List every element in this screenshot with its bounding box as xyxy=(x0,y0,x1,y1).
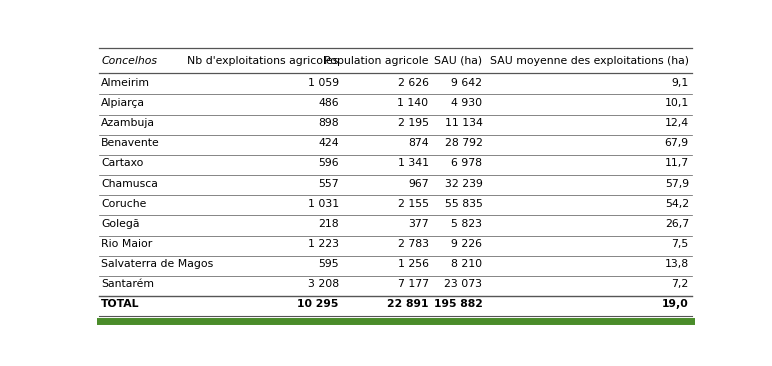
Text: Population agricole: Population agricole xyxy=(324,56,428,66)
Text: 11 134: 11 134 xyxy=(445,118,482,128)
Text: 7,2: 7,2 xyxy=(672,279,689,289)
Text: 1 223: 1 223 xyxy=(308,239,339,249)
Text: 1 256: 1 256 xyxy=(398,259,428,269)
Text: 54,2: 54,2 xyxy=(665,199,689,209)
Text: 218: 218 xyxy=(318,219,339,229)
Text: 595: 595 xyxy=(318,259,339,269)
Text: 9,1: 9,1 xyxy=(672,78,689,88)
Text: 19,0: 19,0 xyxy=(662,299,689,310)
Text: 195 882: 195 882 xyxy=(434,299,482,310)
Text: SAU (ha): SAU (ha) xyxy=(435,56,482,66)
Text: 67,9: 67,9 xyxy=(665,138,689,148)
Text: 23 073: 23 073 xyxy=(445,279,482,289)
Text: 1 341: 1 341 xyxy=(398,158,428,168)
Text: 424: 424 xyxy=(318,138,339,148)
Text: 11,7: 11,7 xyxy=(665,158,689,168)
Text: 22 891: 22 891 xyxy=(387,299,428,310)
Text: Nb d'exploitations agricoles: Nb d'exploitations agricoles xyxy=(188,56,339,66)
Text: Santarém: Santarém xyxy=(101,279,154,289)
Text: 557: 557 xyxy=(318,179,339,188)
Text: 12,4: 12,4 xyxy=(665,118,689,128)
Text: 5 823: 5 823 xyxy=(452,219,482,229)
Text: Azambuja: Azambuja xyxy=(101,118,155,128)
Text: 10 295: 10 295 xyxy=(297,299,339,310)
Text: 1 031: 1 031 xyxy=(308,199,339,209)
Text: Alpiarça: Alpiarça xyxy=(101,98,145,108)
Text: Salvaterra de Magos: Salvaterra de Magos xyxy=(101,259,214,269)
Text: 9 226: 9 226 xyxy=(452,239,482,249)
Text: 1 059: 1 059 xyxy=(308,78,339,88)
Text: 13,8: 13,8 xyxy=(665,259,689,269)
Text: 2 195: 2 195 xyxy=(398,118,428,128)
Text: 10,1: 10,1 xyxy=(665,98,689,108)
Text: TOTAL: TOTAL xyxy=(101,299,140,310)
Text: Golegã: Golegã xyxy=(101,219,140,229)
Text: 596: 596 xyxy=(318,158,339,168)
Text: SAU moyenne des exploitations (ha): SAU moyenne des exploitations (ha) xyxy=(489,56,689,66)
Text: 967: 967 xyxy=(408,179,428,188)
Text: 6 978: 6 978 xyxy=(452,158,482,168)
Text: Benavente: Benavente xyxy=(101,138,160,148)
Text: Coruche: Coruche xyxy=(101,199,147,209)
Text: 874: 874 xyxy=(408,138,428,148)
Text: Rio Maior: Rio Maior xyxy=(101,239,153,249)
Text: 4 930: 4 930 xyxy=(452,98,482,108)
Text: 7 177: 7 177 xyxy=(398,279,428,289)
Text: 2 626: 2 626 xyxy=(398,78,428,88)
Text: Almeirim: Almeirim xyxy=(101,78,151,88)
Text: 32 239: 32 239 xyxy=(445,179,482,188)
Text: 8 210: 8 210 xyxy=(452,259,482,269)
Text: Cartaxo: Cartaxo xyxy=(101,158,144,168)
Text: 3 208: 3 208 xyxy=(308,279,339,289)
Text: 898: 898 xyxy=(318,118,339,128)
Text: 377: 377 xyxy=(408,219,428,229)
Text: 26,7: 26,7 xyxy=(665,219,689,229)
Text: 55 835: 55 835 xyxy=(445,199,482,209)
Text: 9 642: 9 642 xyxy=(452,78,482,88)
Text: 57,9: 57,9 xyxy=(665,179,689,188)
Text: Chamusca: Chamusca xyxy=(101,179,158,188)
Text: 2 783: 2 783 xyxy=(398,239,428,249)
Text: 486: 486 xyxy=(318,98,339,108)
Text: 28 792: 28 792 xyxy=(445,138,482,148)
Text: 2 155: 2 155 xyxy=(398,199,428,209)
Text: Concelhos: Concelhos xyxy=(101,56,157,66)
Text: 7,5: 7,5 xyxy=(672,239,689,249)
Text: 1 140: 1 140 xyxy=(398,98,428,108)
